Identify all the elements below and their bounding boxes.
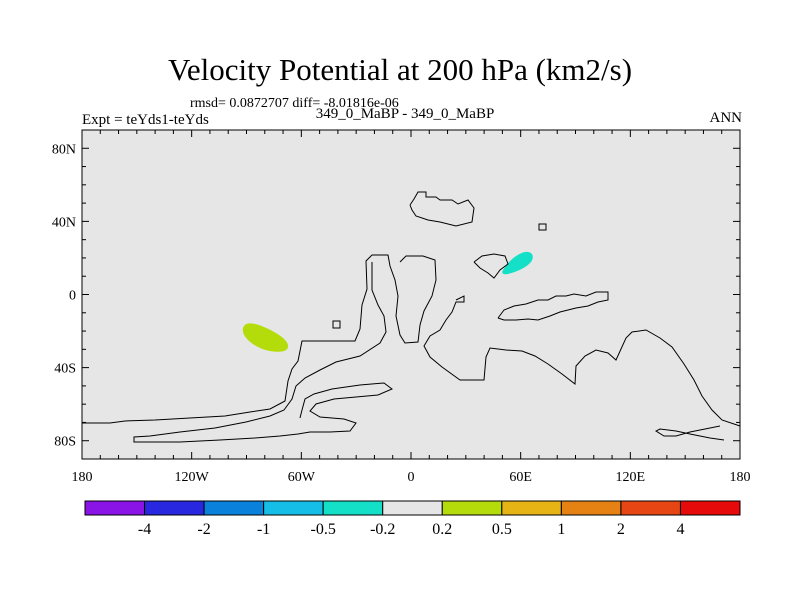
positive-anomaly-south-pacific (242, 323, 289, 352)
period-label: 349_0_MaBP - 349_0_MaBP (315, 106, 495, 122)
x-tick-label: 180 (72, 470, 93, 485)
colorbar-swatch (560, 500, 622, 516)
colorbar-labels: -4 -2 -1 -0.5 -0.2 0.2 0.5 1 2 4 (138, 521, 685, 538)
coastline-south-asia (497, 291, 609, 321)
axis-tick-labels: 180 120W 60W 0 60E 120E 180 80N 40N 0 40S 80S (52, 142, 751, 485)
x-tick-label: 180 (730, 470, 751, 485)
colorbar-label: 0.2 (432, 521, 452, 538)
coastline-eurasia-north (409, 191, 475, 227)
y-tick-label: 40S (54, 362, 76, 377)
x-tick-label: 60W (288, 470, 316, 485)
coastline-americas (82, 254, 437, 424)
x-tick-label: 120E (616, 470, 646, 485)
stats-text: rmsd= 0.0872707 diff= -8.01816e-06 (190, 96, 399, 111)
colorbar-label: -0.5 (311, 521, 336, 538)
colorbar-label: 1 (557, 521, 565, 538)
x-tick-label: 60E (509, 470, 532, 485)
negative-anomaly-central-asia (502, 251, 533, 275)
coastline-americas-west (133, 262, 393, 443)
anomaly-layer (242, 251, 533, 352)
colorbar-swatch (441, 500, 503, 516)
coastline-mediterranean-sea (538, 223, 547, 231)
colorbar-swatch (263, 500, 324, 516)
colorbar-label: 0.5 (492, 521, 512, 538)
colorbar-label: -0.2 (370, 521, 395, 538)
colorbar-label: -4 (138, 521, 151, 538)
colorbar-swatch (679, 500, 741, 516)
colorbar-label: 4 (676, 521, 684, 538)
coastline-arabia (473, 253, 509, 279)
coastline-island-s-pacific (332, 320, 341, 329)
coastline-australia-east (654, 425, 725, 441)
colorbar-label: -1 (257, 521, 270, 538)
coastlines (82, 191, 741, 443)
y-tick-label: 0 (69, 289, 76, 304)
plot-background (82, 130, 740, 459)
colorbar-swatch (501, 500, 562, 516)
colorbar-swatch (620, 500, 681, 516)
colorbar-swatch (382, 500, 443, 516)
colorbar-label: -2 (197, 521, 210, 538)
colorbar (84, 500, 741, 516)
coastline-africa (423, 295, 741, 427)
axis-ticks (81, 129, 741, 460)
colorbar-swatch (144, 500, 205, 516)
y-tick-label: 80N (52, 142, 76, 157)
colorbar-swatch (322, 500, 384, 516)
colorbar-swatch (203, 500, 265, 516)
colorbar-swatch (84, 500, 146, 516)
chart-title: Velocity Potential at 200 hPa (km2/s) (167, 52, 633, 87)
x-tick-label: 0 (408, 470, 415, 485)
y-tick-label: 80S (54, 435, 76, 450)
colorbar-label: 2 (617, 521, 625, 538)
season-label: ANN (709, 110, 743, 126)
y-tick-label: 40N (52, 215, 76, 230)
experiment-label: Expt = teYds1-teYds (82, 112, 209, 128)
x-tick-label: 120W (175, 470, 210, 485)
